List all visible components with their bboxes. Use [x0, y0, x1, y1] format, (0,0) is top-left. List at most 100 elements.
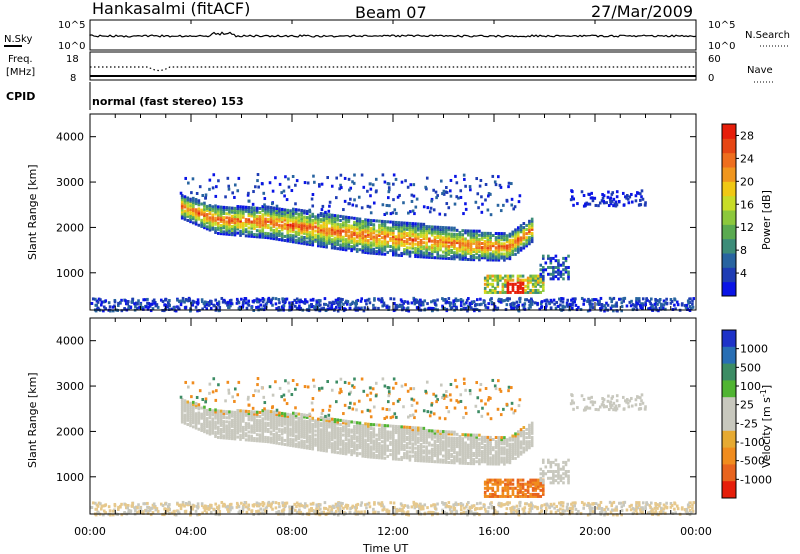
power-cell — [433, 243, 437, 247]
velocity-cell — [403, 435, 406, 439]
velocity-cell — [391, 424, 395, 428]
power-cell — [355, 247, 359, 251]
power-cell — [554, 259, 558, 263]
power-cell — [361, 219, 365, 223]
power-cell — [230, 218, 234, 222]
power-cell — [501, 282, 505, 286]
velocity-cell — [494, 462, 498, 466]
power-cell — [217, 231, 220, 235]
power-cell — [489, 242, 492, 246]
cpid-text: normal (fast stereo) 153 — [92, 95, 244, 108]
velocity-cell — [391, 432, 395, 436]
power-cell — [286, 239, 290, 243]
power-cell — [246, 193, 250, 197]
power-cell — [491, 284, 495, 288]
velocity-cell — [422, 457, 426, 461]
power-cell — [629, 304, 633, 308]
power-cell — [214, 226, 217, 230]
power-cell — [600, 199, 604, 203]
velocity-cell — [353, 437, 356, 441]
velocity-cell — [280, 438, 284, 442]
velocity-cell — [439, 442, 442, 446]
velocity-cell — [366, 455, 370, 459]
velocity-cell — [336, 438, 340, 442]
velocity-cell — [278, 421, 281, 425]
power-cell — [328, 221, 331, 225]
power-cell — [494, 288, 497, 292]
velocity-cell — [294, 387, 297, 391]
power-cell — [280, 214, 284, 218]
velocity-cell — [472, 445, 476, 449]
power-cell — [316, 227, 320, 231]
power-cell — [211, 207, 215, 211]
power-cell — [107, 301, 111, 305]
power-cell — [422, 245, 426, 249]
power-cell — [325, 218, 328, 222]
power-cell — [561, 305, 565, 309]
velocity-cell — [330, 442, 334, 446]
power-cell — [505, 254, 509, 258]
power-cell — [388, 188, 391, 192]
velocity-cell — [464, 388, 467, 392]
power-cell — [383, 248, 387, 252]
power-cell — [425, 247, 428, 251]
power-cell — [539, 278, 543, 282]
power-cell — [278, 223, 281, 227]
power-cell — [405, 221, 409, 225]
power-cell — [432, 307, 435, 311]
power-cell — [450, 236, 453, 240]
power-cell — [275, 204, 279, 208]
power-cell — [476, 303, 479, 307]
velocity-cell — [489, 417, 493, 421]
power-cell — [308, 216, 312, 220]
velocity-cell — [428, 441, 431, 445]
power-cell — [250, 226, 253, 230]
power-cell — [261, 233, 265, 237]
power-cell — [439, 244, 442, 248]
power-cell — [289, 225, 292, 229]
power-cell — [449, 194, 453, 198]
velocity-cell — [322, 442, 326, 446]
velocity-cell — [505, 460, 509, 464]
power-cell — [261, 225, 265, 229]
power-cell — [469, 239, 473, 243]
power-cell — [308, 234, 312, 238]
power-cell — [425, 187, 428, 191]
power-cell — [305, 209, 309, 213]
velocity-cell — [228, 422, 231, 426]
power-cell — [496, 284, 500, 288]
power-cell — [412, 296, 416, 300]
power-cell — [303, 225, 306, 229]
velocity-cell — [400, 437, 403, 441]
power-cell — [441, 242, 445, 246]
power-cell — [336, 226, 340, 230]
power-cell — [258, 229, 262, 233]
velocity-cell — [400, 427, 403, 431]
power-cell — [636, 302, 640, 306]
power-cell — [394, 249, 398, 253]
power-cell — [444, 232, 448, 236]
velocity-cell — [447, 436, 451, 440]
power-cell — [292, 226, 295, 230]
power-cell — [316, 221, 320, 225]
velocity-cell — [286, 423, 290, 427]
velocity-cell — [233, 425, 237, 429]
power-cell — [541, 268, 545, 272]
velocity-cell — [361, 442, 365, 446]
velocity-cell — [378, 448, 381, 452]
velocity-cell — [386, 444, 390, 448]
power-cell — [506, 288, 510, 292]
velocity-cell — [217, 419, 220, 423]
power-cell — [461, 243, 465, 247]
velocity-cell — [486, 446, 490, 450]
power-cell — [419, 241, 423, 245]
velocity-cell — [261, 437, 265, 441]
power-cell — [484, 305, 488, 309]
power-cell — [316, 244, 320, 248]
power-cell — [534, 282, 537, 286]
power-cell — [439, 240, 442, 244]
velocity-cell — [211, 421, 215, 425]
power-cell — [395, 305, 399, 309]
velocity-cell — [344, 431, 348, 435]
velocity-cell — [300, 433, 303, 437]
